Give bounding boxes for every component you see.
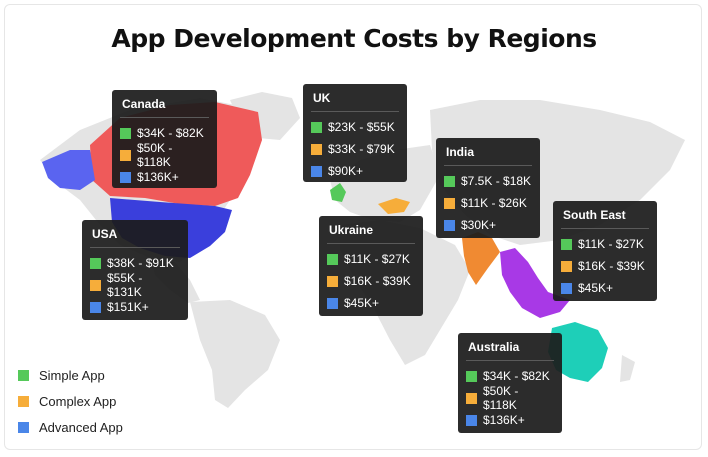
cost-row-complex: $50K - $118K bbox=[120, 141, 209, 169]
simple-swatch bbox=[327, 253, 338, 265]
legend-item-simple: Simple App bbox=[18, 362, 123, 388]
cost-row-advanced: $90K+ bbox=[311, 160, 399, 182]
cost-row-advanced: $151K+ bbox=[90, 296, 180, 318]
region-card-uk: UK $23K - $55K $33K - $79K $90K+ bbox=[303, 84, 407, 182]
cost-value: $11K - $26K bbox=[461, 196, 527, 210]
region-card-title: Australia bbox=[466, 339, 554, 361]
cost-value: $38K - $91K bbox=[107, 256, 174, 270]
simple-swatch bbox=[311, 121, 322, 133]
advanced-swatch bbox=[466, 414, 477, 426]
region-shape-alaska bbox=[42, 150, 95, 190]
legend-label: Advanced App bbox=[39, 419, 123, 435]
cost-row-simple: $7.5K - $18K bbox=[444, 170, 532, 192]
cost-row-advanced: $136K+ bbox=[466, 409, 554, 431]
advanced-swatch bbox=[444, 219, 455, 231]
cost-row-advanced: $136K+ bbox=[120, 166, 209, 188]
cost-row-simple: $34K - $82K bbox=[466, 365, 554, 387]
cost-value: $151K+ bbox=[107, 300, 149, 314]
cost-value: $90K+ bbox=[328, 164, 364, 178]
cost-value: $136K+ bbox=[483, 413, 525, 427]
region-card-title: Canada bbox=[120, 96, 209, 118]
cost-value: $55K - $131K bbox=[107, 271, 143, 299]
complex-swatch bbox=[18, 395, 29, 407]
legend: Simple App Complex App Advanced App bbox=[18, 362, 123, 440]
simple-swatch bbox=[444, 175, 455, 187]
cost-value: $16K - $39K bbox=[578, 259, 645, 273]
cost-row-complex: $11K - $26K bbox=[444, 192, 532, 214]
cost-value: $34K - $82K bbox=[483, 369, 550, 383]
complex-swatch bbox=[327, 275, 338, 287]
simple-swatch bbox=[18, 369, 29, 381]
simple-swatch bbox=[466, 370, 477, 382]
region-shape-ukraine bbox=[378, 198, 410, 214]
advanced-swatch bbox=[327, 297, 338, 309]
simple-swatch bbox=[561, 238, 572, 250]
landmass-south-america bbox=[190, 300, 280, 408]
region-shape-australia bbox=[548, 322, 608, 382]
advanced-swatch bbox=[90, 301, 101, 313]
cost-value: $50K - $118K bbox=[137, 141, 173, 169]
region-card-india: India $7.5K - $18K $11K - $26K $30K+ bbox=[436, 138, 540, 238]
cost-row-simple: $11K - $27K bbox=[561, 233, 649, 255]
cost-value: $11K - $27K bbox=[578, 237, 644, 251]
region-card-title: India bbox=[444, 144, 532, 166]
cost-value: $45K+ bbox=[344, 296, 380, 310]
complex-swatch bbox=[561, 260, 572, 272]
cost-value: $23K - $55K bbox=[328, 120, 395, 134]
region-card-canada: Canada $34K - $82K $50K - $118K $136K+ bbox=[112, 90, 217, 188]
legend-item-complex: Complex App bbox=[18, 388, 123, 414]
legend-label: Complex App bbox=[39, 393, 117, 409]
cost-value: $30K+ bbox=[461, 218, 497, 232]
cost-row-advanced: $45K+ bbox=[327, 292, 415, 314]
simple-swatch bbox=[90, 257, 101, 269]
cost-row-simple: $23K - $55K bbox=[311, 116, 399, 138]
complex-swatch bbox=[311, 143, 322, 155]
page-title: App Development Costs by Regions bbox=[111, 24, 597, 53]
region-shape-india bbox=[462, 232, 500, 285]
advanced-swatch bbox=[120, 171, 131, 183]
region-card-title: Ukraine bbox=[327, 222, 415, 244]
cost-row-advanced: $30K+ bbox=[444, 214, 532, 236]
region-card-usa: USA $38K - $91K $55K - $131K $151K+ bbox=[82, 220, 188, 320]
cost-row-advanced: $45K+ bbox=[561, 277, 649, 299]
cost-row-simple: $11K - $27K bbox=[327, 248, 415, 270]
region-card-title: UK bbox=[311, 90, 399, 112]
region-card-title: USA bbox=[90, 226, 180, 248]
region-shape-southeast bbox=[500, 248, 570, 318]
cost-row-complex: $16K - $39K bbox=[327, 270, 415, 292]
cost-row-complex: $16K - $39K bbox=[561, 255, 649, 277]
cost-value: $136K+ bbox=[137, 170, 179, 184]
region-card-australia: Australia $34K - $82K $50K - $118K $136K… bbox=[458, 333, 562, 433]
legend-label: Simple App bbox=[39, 367, 105, 383]
cost-value: $16K - $39K bbox=[344, 274, 411, 288]
cost-value: $11K - $27K bbox=[344, 252, 410, 266]
cost-row-complex: $50K - $118K bbox=[466, 384, 554, 412]
advanced-swatch bbox=[561, 282, 572, 294]
region-shape-uk bbox=[330, 183, 346, 202]
advanced-swatch bbox=[18, 421, 29, 433]
cost-row-simple: $38K - $91K bbox=[90, 252, 180, 274]
cost-value: $50K - $118K bbox=[483, 384, 519, 412]
cost-row-complex: $33K - $79K bbox=[311, 138, 399, 160]
cost-value: $7.5K - $18K bbox=[461, 174, 532, 188]
landmass-new-zealand bbox=[620, 355, 635, 382]
complex-swatch bbox=[90, 279, 101, 291]
advanced-swatch bbox=[311, 165, 322, 177]
legend-item-advanced: Advanced App bbox=[18, 414, 123, 440]
cost-value: $45K+ bbox=[578, 281, 614, 295]
complex-swatch bbox=[120, 149, 131, 161]
complex-swatch bbox=[466, 392, 477, 404]
region-card-ukraine: Ukraine $11K - $27K $16K - $39K $45K+ bbox=[319, 216, 423, 316]
cost-value: $34K - $82K bbox=[137, 126, 204, 140]
cost-value: $33K - $79K bbox=[328, 142, 395, 156]
complex-swatch bbox=[444, 197, 455, 209]
cost-row-complex: $55K - $131K bbox=[90, 271, 180, 299]
simple-swatch bbox=[120, 127, 131, 139]
region-card-southeast: South East $11K - $27K $16K - $39K $45K+ bbox=[553, 201, 657, 301]
cost-row-simple: $34K - $82K bbox=[120, 122, 209, 144]
region-card-title: South East bbox=[561, 207, 649, 229]
